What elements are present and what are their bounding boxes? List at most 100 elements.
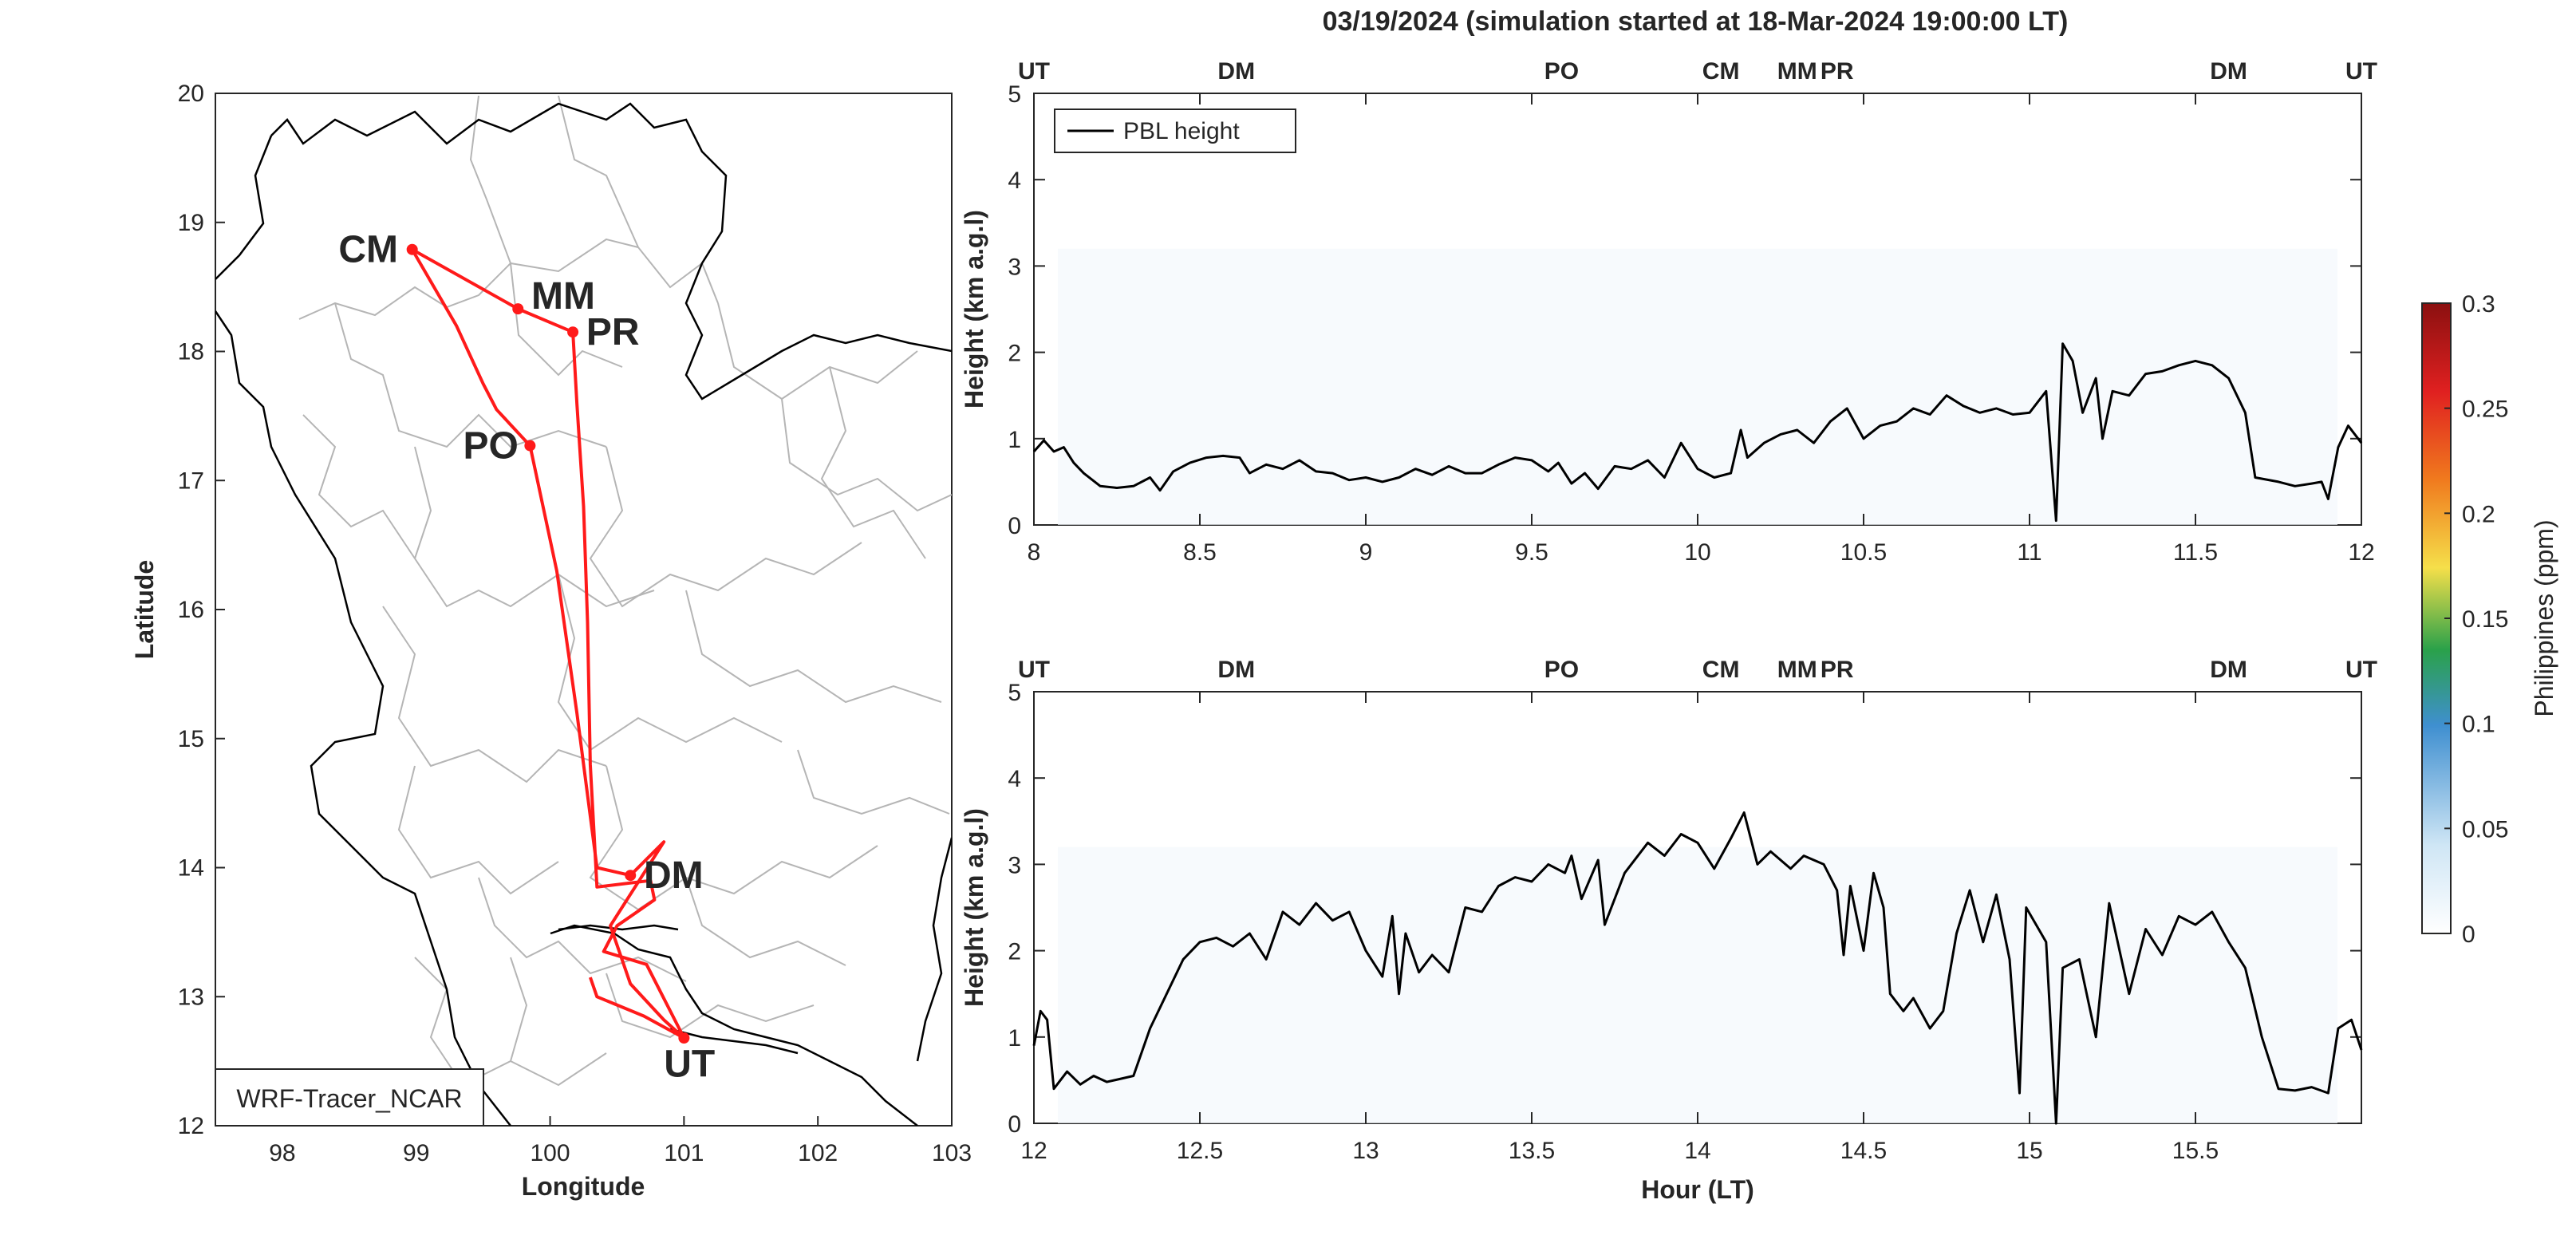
- ytick-label: 0: [1008, 1111, 1021, 1138]
- map-xtick-label: 100: [531, 1140, 570, 1166]
- ytick-label: 0: [1008, 513, 1021, 539]
- map-ytick-label: 16: [178, 597, 204, 623]
- map-ytick-label: 17: [178, 468, 204, 494]
- map-xtick-label: 102: [798, 1140, 838, 1166]
- map-ytick-label: 13: [178, 984, 204, 1010]
- xtick-label: 13.5: [1509, 1138, 1555, 1164]
- site-time-marker-mm: MM: [1777, 657, 1817, 683]
- xtick-label: 11: [2017, 539, 2041, 566]
- map-xtick-label: 101: [664, 1140, 704, 1166]
- site-time-marker-mm: MM: [1777, 58, 1817, 85]
- site-marker-mm: [512, 303, 524, 315]
- site-time-marker-po: PO: [1544, 58, 1579, 85]
- site-marker-po: [524, 440, 536, 452]
- site-time-marker-ut: UT: [1018, 58, 1050, 85]
- site-time-marker-ut: UT: [1018, 657, 1050, 683]
- site-time-marker-pr: PR: [1821, 58, 1854, 85]
- province-boundaries: [298, 95, 952, 1087]
- pbl-ylabel: Height (km a.g.l): [960, 808, 988, 1007]
- site-label-mm: MM: [531, 275, 595, 318]
- ytick-label: 5: [1008, 680, 1021, 706]
- site-time-marker-cm: CM: [1702, 657, 1740, 683]
- map-ytick-label: 20: [178, 81, 204, 107]
- xtick-label: 15.5: [2172, 1138, 2219, 1164]
- xtick-label: 8.5: [1183, 539, 1217, 566]
- xtick-label: 12.5: [1177, 1138, 1223, 1164]
- figure-title: 03/19/2024 (simulation started at 18-Mar…: [1323, 6, 2069, 37]
- xtick-label: 10: [1684, 539, 1710, 566]
- xtick-label: 9: [1359, 539, 1373, 566]
- country-outline: [215, 102, 952, 1126]
- map-ytick-label: 15: [178, 726, 204, 752]
- site-label-ut: UT: [664, 1043, 715, 1085]
- legend-label: PBL height: [1123, 118, 1240, 144]
- map-xtick-label: 103: [932, 1140, 972, 1166]
- map-ytick-label: 14: [178, 855, 204, 882]
- map-ytick-label: 18: [178, 339, 204, 365]
- xtick-label: 9.5: [1515, 539, 1548, 566]
- xtick-label: 14.5: [1840, 1138, 1887, 1164]
- pbl-ylabel: Height (km a.g.l): [960, 210, 988, 408]
- ytick-label: 4: [1008, 168, 1021, 194]
- colorbar: 0 0.05 0.1 0.15 0.2 0.25 0.3 Philippines (ppm): [2421, 291, 2558, 948]
- tracer-shading: [1058, 248, 2337, 525]
- map-xlabel: Longitude: [522, 1172, 645, 1201]
- colorbar-tick-label: 0.2: [2462, 501, 2495, 527]
- colorbar-tick-label: 0.05: [2462, 816, 2508, 843]
- ytick-label: 1: [1008, 427, 1021, 453]
- pbl-height-line: [1032, 342, 2363, 523]
- map-xtick-label: 99: [403, 1140, 429, 1166]
- ytick-label: 4: [1008, 766, 1021, 792]
- ytick-label: 5: [1008, 81, 1021, 108]
- site-marker-cm: [406, 243, 418, 255]
- ytick-label: 3: [1008, 852, 1021, 878]
- xtick-label: 13: [1352, 1138, 1379, 1164]
- xtick-label: 12: [1020, 1138, 1047, 1164]
- site-marker-dm: [625, 870, 637, 882]
- xtick-label: 15: [2016, 1138, 2042, 1164]
- pbl-xlabel: Hour (LT): [1641, 1175, 1754, 1204]
- ytick-label: 1: [1008, 1025, 1021, 1052]
- site-time-marker-dm: DM: [2210, 58, 2247, 85]
- colorbar-tick-label: 0: [2462, 921, 2475, 948]
- colorbar-label: Philippines (ppm): [2530, 519, 2558, 716]
- coastline: [558, 924, 799, 1055]
- map-ytick-label: 19: [178, 210, 204, 236]
- site-label-cm: CM: [338, 229, 398, 271]
- site-time-marker-dm: DM: [1217, 657, 1255, 683]
- site-time-marker-ut: UT: [2345, 58, 2377, 85]
- colorbar-tick-label: 0.15: [2462, 606, 2508, 633]
- tracer-shading: [1058, 846, 2337, 1123]
- ytick-label: 3: [1008, 254, 1021, 280]
- site-time-marker-dm: DM: [1217, 58, 1255, 85]
- colorbar-tick-label: 0.25: [2462, 397, 2508, 423]
- xtick-label: 8: [1028, 539, 1041, 566]
- ytick-label: 2: [1008, 341, 1021, 367]
- colorbar-tick-label: 0.1: [2462, 712, 2495, 738]
- xtick-label: 11.5: [2173, 539, 2218, 566]
- ytick-label: 2: [1008, 939, 1021, 965]
- site-marker-ut: [678, 1032, 690, 1044]
- site-label-pr: PR: [586, 311, 640, 353]
- xtick-label: 14: [1684, 1138, 1710, 1164]
- map-ytick-label: 12: [178, 1113, 204, 1139]
- site-time-marker-ut: UT: [2345, 657, 2377, 683]
- xtick-label: 12: [2348, 539, 2374, 566]
- model-label: WRF-Tracer_NCAR: [236, 1084, 462, 1113]
- site-label-dm: DM: [644, 854, 704, 897]
- map-xtick-label: 98: [269, 1140, 295, 1166]
- site-marker-pr: [567, 326, 579, 338]
- site-time-marker-po: PO: [1544, 657, 1579, 683]
- site-label-po: PO: [463, 425, 518, 468]
- model-label-box: [215, 1068, 484, 1127]
- site-time-marker-cm: CM: [1702, 58, 1740, 85]
- colorbar-tick-label: 0.3: [2462, 291, 2495, 318]
- site-time-marker-dm: DM: [2210, 657, 2247, 683]
- pbl-height-line: [1032, 811, 2363, 1125]
- trajectory-track: [410, 247, 686, 1040]
- map-axes-box: [215, 93, 953, 1127]
